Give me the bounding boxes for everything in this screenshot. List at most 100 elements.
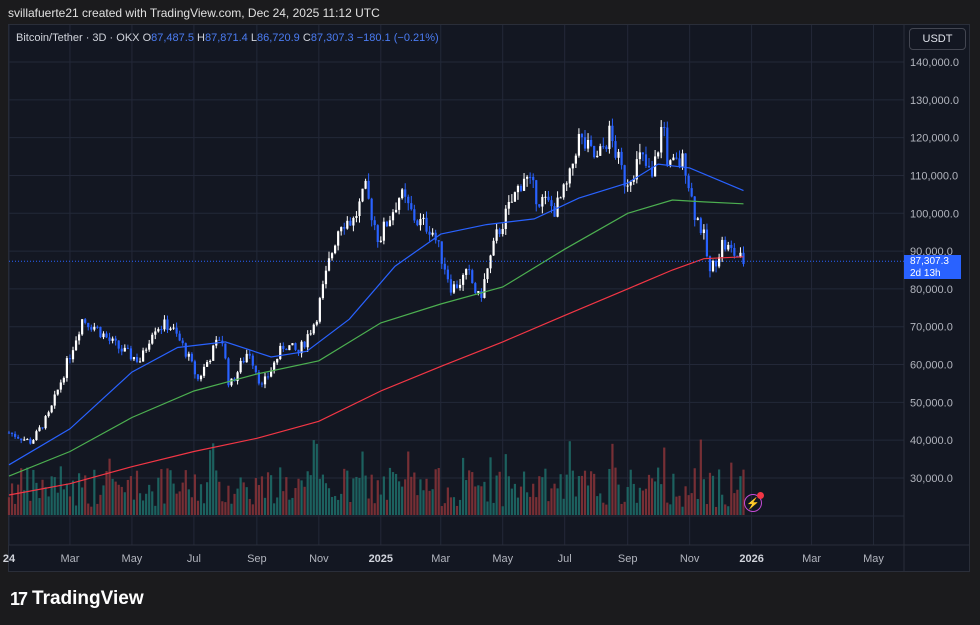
candle-body [65,358,69,378]
y-tick-label: 130,000.0 [910,95,959,107]
volume-bar [190,497,193,515]
candle-body [263,376,267,385]
volume-bar [215,470,218,515]
candle-body [419,219,422,226]
candle-body [538,204,541,207]
candle-body [550,200,553,207]
candle-body [148,343,151,350]
candle-body [151,334,154,344]
volume-bar [273,503,276,515]
volume-bar [516,497,520,515]
candle-body [404,189,407,197]
volume-bar [638,487,641,515]
candle-body [330,253,334,259]
candle-body [138,361,142,363]
y-tick-label: 60,000.0 [910,360,953,372]
volume-bar [74,505,78,515]
candle-body [492,240,495,256]
volume-bar [593,473,596,515]
low-value: 86,720.9 [256,32,300,44]
volume-bar [483,481,486,515]
volume-bar [708,472,712,515]
candle-body [644,154,648,166]
candle-body [428,231,431,235]
candle-body [544,196,547,198]
volume-bar [135,470,139,515]
candle-body [269,370,273,377]
volume-bar [718,469,721,515]
volume-bar [7,497,11,515]
candle-body [172,327,175,329]
volume-bar [724,504,727,515]
candle-body [111,338,114,341]
volume-bar [721,494,724,515]
candle-body [355,216,358,218]
volume-bar [452,497,456,515]
volume-bar [391,472,395,515]
tv-logo-mark-icon: 17 [10,588,28,609]
y-tick-label: 30,000.0 [910,473,953,485]
candle-body [190,353,193,362]
volume-bar [343,468,346,515]
candle-body [388,220,392,227]
x-tick-label: May [863,553,884,565]
candle-body [257,372,261,384]
volume-bar [644,488,648,515]
volume-bar [504,454,507,515]
volume-bar [507,476,510,515]
candle-body [535,180,538,205]
volume-bar [437,468,440,515]
low-label: L [250,32,257,44]
volume-bar [114,481,117,515]
candle-body [733,247,736,256]
flash-alert-icon[interactable]: ⚡ [744,492,764,512]
candle-body [242,360,245,363]
volume-bar [376,480,379,515]
volume-bar [675,496,678,515]
volume-bar [422,490,425,515]
volume-bar [227,485,230,515]
candle-body [614,141,617,158]
volume-bar [105,471,108,515]
volume-bar [47,496,50,515]
tradingview-logo[interactable]: 17 TradingView [10,588,144,610]
volume-bar [367,498,370,515]
candle-body [343,227,346,229]
volume-bar [663,447,666,515]
volume-bar [276,497,279,515]
change-value: −180.1 (−0.21%) [356,32,439,44]
candle-body [669,160,672,165]
volume-bar [702,479,705,515]
candle-body [394,209,398,213]
volume-bar [62,489,65,515]
volume-bar [312,440,315,515]
candle-body [486,268,489,280]
volume-bar [486,501,489,515]
candle-body [480,291,483,298]
moving-average-line [8,256,744,496]
candle-body [422,217,425,220]
candle-body [260,383,264,385]
candle-body [675,157,678,159]
candle-body [495,229,498,241]
candle-body [458,284,462,288]
volume-bar [641,490,645,515]
volume-bar [370,474,373,515]
volume-bar [154,505,157,515]
symbol-name[interactable]: Bitcoin/Tether · 3D · OKX [16,32,140,44]
candle-body [303,341,306,348]
volume-bar [529,496,532,515]
candle-body [306,334,309,348]
volume-bar [388,467,392,515]
candle-body [547,196,550,201]
volume-bar [519,486,523,515]
candle-body [617,151,620,158]
candle-body [730,244,733,248]
candle-body [468,269,471,271]
candle-body [586,139,590,149]
candle-body [504,208,507,229]
candle-body [41,427,44,429]
candle-body [553,206,556,217]
currency-button[interactable]: USDT [909,28,966,50]
